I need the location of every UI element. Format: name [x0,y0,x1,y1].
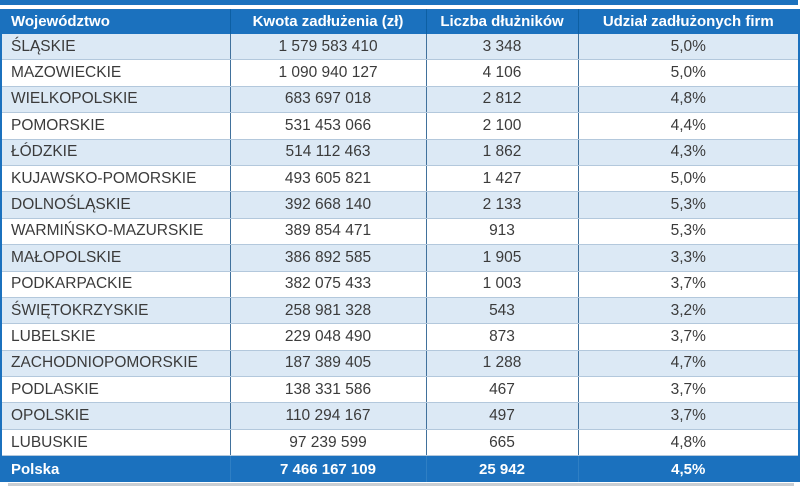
cell-liczba-dluznikow: 913 [425,218,578,246]
cell-wojewodztwo: OPOLSKIE [1,402,230,430]
cell-liczba-dluznikow: 497 [425,402,578,430]
cell-kwota-zadluzenia: 229 048 490 [229,323,426,351]
column-header-wojewodztwo: Województwo [1,9,230,34]
cell-kwota-zadluzenia: 138 331 586 [229,376,426,404]
cell-udzial-zadluzonych-firm: 3,2% [577,297,799,325]
cell-kwota-zadluzenia: 1 090 940 127 [229,59,426,87]
cell-liczba-dluznikow: 1 288 [425,350,578,378]
table-row: POMORSKIE 531 453 066 2 100 4,4% [1,112,799,140]
cell-liczba-dluznikow: 2 812 [425,86,578,114]
cell-udzial-zadluzonych-firm: 3,7% [577,402,799,430]
cell-kwota-zadluzenia: 386 892 585 [229,244,426,272]
cell-wojewodztwo: WARMIŃSKO-MAZURSKIE [1,218,230,246]
total-udzial-zadluzonych-firm: 4,5% [577,455,799,483]
cell-kwota-zadluzenia: 683 697 018 [229,86,426,114]
cell-liczba-dluznikow: 2 100 [425,112,578,140]
table-drop-shadow [8,483,794,486]
cell-udzial-zadluzonych-firm: 5,0% [577,165,799,193]
cell-udzial-zadluzonych-firm: 4,3% [577,139,799,166]
table-top-accent-bar [0,0,798,5]
cell-wojewodztwo: PODLASKIE [1,376,230,404]
table-row: KUJAWSKO-POMORSKIE 493 605 821 1 427 5,0% [1,165,799,193]
cell-kwota-zadluzenia: 531 453 066 [229,112,426,140]
cell-wojewodztwo: LUBUSKIE [1,429,230,457]
cell-kwota-zadluzenia: 187 389 405 [229,350,426,378]
cell-udzial-zadluzonych-firm: 4,8% [577,429,799,457]
cell-udzial-zadluzonych-firm: 4,8% [577,86,799,114]
cell-liczba-dluznikow: 873 [425,323,578,351]
cell-kwota-zadluzenia: 1 579 583 410 [229,34,426,61]
table-row: ŁÓDZKIE 514 112 463 1 862 4,3% [1,139,799,166]
cell-udzial-zadluzonych-firm: 3,7% [577,271,799,298]
cell-wojewodztwo: KUJAWSKO-POMORSKIE [1,165,230,193]
cell-wojewodztwo: ŚWIĘTOKRZYSKIE [1,297,230,325]
table-row: ŚLĄSKIE 1 579 583 410 3 348 5,0% [1,34,799,61]
table-row: MAZOWIECKIE 1 090 940 127 4 106 5,0% [1,59,799,87]
cell-kwota-zadluzenia: 97 239 599 [229,429,426,457]
cell-wojewodztwo: PODKARPACKIE [1,271,230,298]
cell-liczba-dluznikow: 1 427 [425,165,578,193]
cell-liczba-dluznikow: 3 348 [425,34,578,61]
table-row: DOLNOŚLĄSKIE 392 668 140 2 133 5,3% [1,191,799,219]
cell-kwota-zadluzenia: 258 981 328 [229,297,426,325]
cell-wojewodztwo: POMORSKIE [1,112,230,140]
column-header-udzial-zadluzonych-firm: Udział zadłużonych firm [577,9,799,34]
column-header-kwota-zadluzenia: Kwota zadłużenia (zł) [229,9,426,34]
cell-udzial-zadluzonych-firm: 4,7% [577,350,799,378]
cell-udzial-zadluzonych-firm: 4,4% [577,112,799,140]
cell-udzial-zadluzonych-firm: 3,7% [577,376,799,404]
cell-kwota-zadluzenia: 382 075 433 [229,271,426,298]
cell-wojewodztwo: ŁÓDZKIE [1,139,230,166]
cell-wojewodztwo: ŚLĄSKIE [1,34,230,61]
cell-udzial-zadluzonych-firm: 5,0% [577,34,799,61]
cell-liczba-dluznikow: 1 003 [425,271,578,298]
table-row: OPOLSKIE 110 294 167 497 3,7% [1,402,799,430]
cell-liczba-dluznikow: 1 905 [425,244,578,272]
voivodeship-debt-table: Województwo Kwota zadłużenia (zł) Liczba… [0,9,800,483]
cell-kwota-zadluzenia: 392 668 140 [229,191,426,219]
table-row: WARMIŃSKO-MAZURSKIE 389 854 471 913 5,3% [1,218,799,246]
table-row: ŚWIĘTOKRZYSKIE 258 981 328 543 3,2% [1,297,799,325]
cell-wojewodztwo: MAZOWIECKIE [1,59,230,87]
cell-udzial-zadluzonych-firm: 3,3% [577,244,799,272]
cell-liczba-dluznikow: 1 862 [425,139,578,166]
cell-wojewodztwo: MAŁOPOLSKIE [1,244,230,272]
column-header-liczba-dluznikow: Liczba dłużników [425,9,578,34]
cell-udzial-zadluzonych-firm: 5,3% [577,218,799,246]
table-header-row: Województwo Kwota zadłużenia (zł) Liczba… [1,9,799,34]
total-label: Polska [1,455,230,483]
cell-udzial-zadluzonych-firm: 5,3% [577,191,799,219]
total-liczba-dluznikow: 25 942 [425,455,578,483]
table-row: MAŁOPOLSKIE 386 892 585 1 905 3,3% [1,244,799,272]
cell-wojewodztwo: WIELKOPOLSKIE [1,86,230,114]
cell-liczba-dluznikow: 2 133 [425,191,578,219]
table-row: WIELKOPOLSKIE 683 697 018 2 812 4,8% [1,86,799,114]
cell-liczba-dluznikow: 543 [425,297,578,325]
table-row: PODKARPACKIE 382 075 433 1 003 3,7% [1,271,799,298]
cell-wojewodztwo: ZACHODNIOPOMORSKIE [1,350,230,378]
cell-kwota-zadluzenia: 110 294 167 [229,402,426,430]
cell-kwota-zadluzenia: 389 854 471 [229,218,426,246]
cell-udzial-zadluzonych-firm: 5,0% [577,59,799,87]
table-row: LUBUSKIE 97 239 599 665 4,8% [1,429,799,457]
cell-wojewodztwo: DOLNOŚLĄSKIE [1,191,230,219]
table-row: PODLASKIE 138 331 586 467 3,7% [1,376,799,404]
cell-wojewodztwo: LUBELSKIE [1,323,230,351]
table-row: LUBELSKIE 229 048 490 873 3,7% [1,323,799,351]
cell-kwota-zadluzenia: 493 605 821 [229,165,426,193]
cell-udzial-zadluzonych-firm: 3,7% [577,323,799,351]
cell-liczba-dluznikow: 467 [425,376,578,404]
cell-kwota-zadluzenia: 514 112 463 [229,139,426,166]
table-row: ZACHODNIOPOMORSKIE 187 389 405 1 288 4,7% [1,350,799,378]
table-total-row: Polska 7 466 167 109 25 942 4,5% [1,455,799,483]
cell-liczba-dluznikow: 665 [425,429,578,457]
total-kwota-zadluzenia: 7 466 167 109 [229,455,426,483]
cell-liczba-dluznikow: 4 106 [425,59,578,87]
